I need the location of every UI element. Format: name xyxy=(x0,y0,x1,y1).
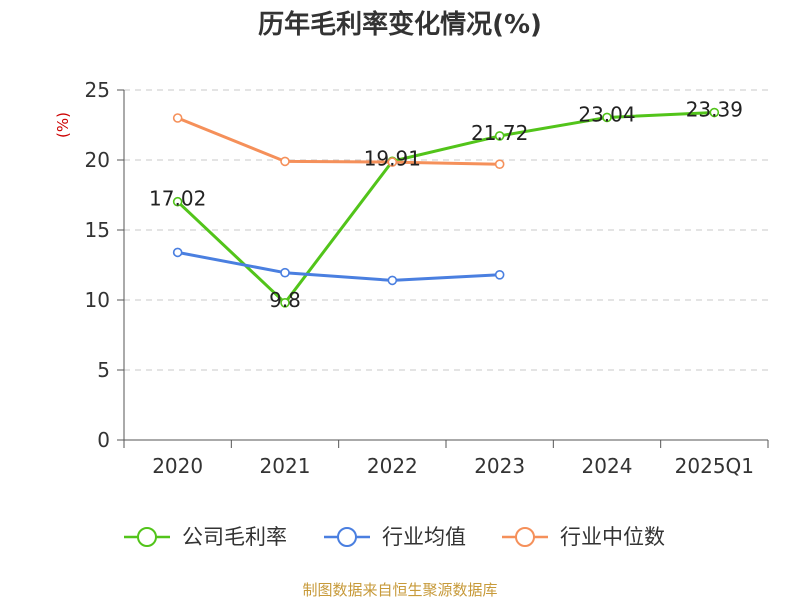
data-label: 9.8 xyxy=(269,288,301,312)
data-label: 17.02 xyxy=(149,187,206,211)
legend-label: 公司毛利率 xyxy=(182,525,287,549)
legend-item: 行业均值 xyxy=(324,525,466,549)
series-marker xyxy=(172,196,183,207)
legend-label: 行业中位数 xyxy=(560,525,665,549)
grid-lines xyxy=(124,89,768,371)
series-line xyxy=(176,111,715,305)
legend-label: 行业均值 xyxy=(382,525,466,549)
data-label: 21.72 xyxy=(471,121,528,145)
axes: 0 5 10 15 20 25 2020 2021 2022 2023 2024 2025Q1 xyxy=(85,78,769,478)
data-labels: 17.02 9.8 19.91 21.72 23.04 23.39 xyxy=(149,98,743,312)
x-tick-label: 2022 xyxy=(367,454,418,478)
series-marker xyxy=(494,159,505,169)
legend-marker xyxy=(515,527,535,547)
series-marker xyxy=(172,113,183,123)
legend-marker xyxy=(137,527,157,547)
y-axis-unit-label: (%) xyxy=(54,112,72,138)
data-label: 23.04 xyxy=(578,102,635,126)
legend-item: 行业中位数 xyxy=(502,525,665,549)
y-tick-label: 5 xyxy=(97,358,110,382)
y-tick-label: 10 xyxy=(85,288,110,312)
legend-marker xyxy=(337,527,357,547)
y-tick-label: 0 xyxy=(97,428,110,452)
series-marker xyxy=(494,131,505,141)
legend-item: 公司毛利率 xyxy=(124,525,287,549)
data-label: 23.39 xyxy=(686,98,743,122)
series-marker xyxy=(280,267,290,278)
x-tick-label: 2021 xyxy=(260,454,311,478)
series-marker xyxy=(280,156,290,167)
series-2 xyxy=(172,247,505,286)
y-tick-label: 20 xyxy=(85,148,110,172)
x-tick-label: 2024 xyxy=(582,454,633,478)
x-tick-label: 2025Q1 xyxy=(675,454,754,478)
y-tick-label: 25 xyxy=(85,78,110,102)
series-marker xyxy=(387,157,398,167)
series-marker xyxy=(172,247,183,258)
series-3 xyxy=(172,113,505,169)
series-line xyxy=(177,250,500,282)
x-tick-label: 2023 xyxy=(474,454,525,478)
y-tick-label: 15 xyxy=(85,218,110,242)
source-note: 制图数据来自恒生聚源数据库 xyxy=(302,581,497,599)
x-tick-label: 2020 xyxy=(152,454,203,478)
data-label: 19.91 xyxy=(364,146,421,170)
series-line xyxy=(177,116,500,166)
chart-title: 历年毛利率变化情况(%) xyxy=(258,9,542,40)
legend: 公司毛利率 行业均值 行业中位数 xyxy=(124,525,665,549)
series-marker xyxy=(709,107,720,118)
series-marker xyxy=(280,297,290,308)
series-marker xyxy=(494,269,505,280)
series-layer xyxy=(172,107,720,308)
series-marker xyxy=(387,275,398,286)
series-marker xyxy=(602,112,612,123)
series-1 xyxy=(172,107,720,308)
